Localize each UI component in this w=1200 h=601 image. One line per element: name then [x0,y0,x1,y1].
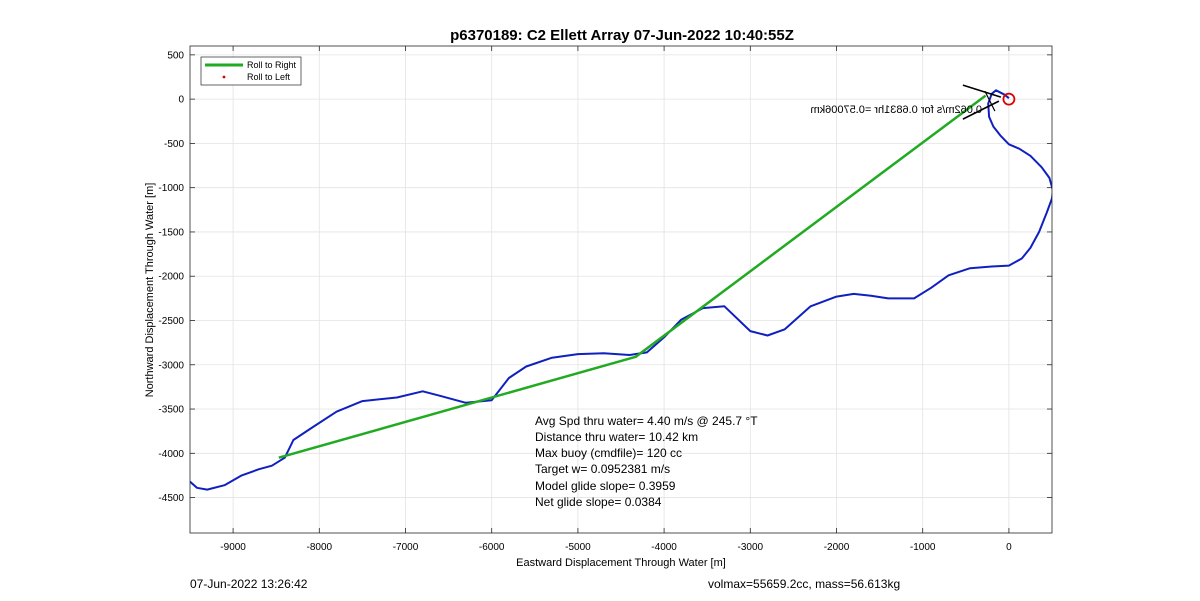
stat-net-glide: Net glide slope= 0.0384 [535,495,662,509]
x-tick-label: -3000 [738,542,764,553]
x-axis-label: Eastward Displacement Through Water [m] [516,557,726,569]
y-tick-label: -500 [164,139,184,150]
stat-target-w: Target w= 0.0952381 m/s [535,462,670,476]
footer-vol-mass: volmax=55659.2cc, mass=56.613kg [708,577,900,591]
x-tick-label: -2000 [824,542,850,553]
legend: Roll to Right Roll to Left [200,56,302,86]
series-roll-right-line [278,94,987,459]
arrow-line [984,90,996,112]
series-trajectory-line [190,89,1052,491]
y-tick-label: -2000 [158,272,184,283]
y-axis-label: Northward Displacement Through Water [m] [144,183,156,398]
legend-box [200,56,302,86]
marker-layer [962,84,1016,120]
legend-roll-right-label: Roll to Right [247,60,297,70]
stats-block: Avg Spd thru water= 4.40 m/s @ 245.7 °T … [535,414,758,509]
y-tick-label: -1000 [158,183,184,194]
mirrored-annotation: 0.062m/s for 0.6831hr =0.57006km [810,104,982,116]
x-tick-label: -4000 [651,542,677,553]
x-tick-label: 0 [1006,542,1012,553]
arrow-line [962,100,1000,120]
arrow-line [962,84,1002,98]
plot-area [190,46,1052,533]
stat-max-buoy: Max buoy (cmdfile)= 120 cc [535,446,682,460]
footer-timestamp: 07-Jun-2022 13:26:42 [190,577,308,591]
start-marker [1002,92,1016,106]
series-layer [190,89,1052,491]
x-tick-label: -6000 [479,542,505,553]
stat-avg-speed: Avg Spd thru water= 4.40 m/s @ 245.7 °T [535,414,758,428]
stat-distance: Distance thru water= 10.42 km [535,430,698,444]
chart-title: p6370189: C2 Ellett Array 07-Jun-2022 10… [450,27,794,44]
y-tick-label: 0 [178,95,184,106]
y-tick-label: -2500 [158,316,184,327]
plot-frame [189,45,1053,534]
grid [190,46,1052,533]
ticks: -9000 -8000 -7000 -6000 -5000 -4000 -3000 -2000… [158,46,1052,553]
x-tick-label: -7000 [393,542,419,553]
y-tick-label: 500 [167,50,184,61]
x-tick-label: -9000 [220,542,246,553]
x-tick-label: -8000 [307,542,333,553]
y-tick-label: -4500 [158,493,184,504]
y-tick-label: -3500 [158,405,184,416]
x-tick-label: -1000 [910,542,936,553]
x-tick-label: -5000 [565,542,591,553]
stat-model-glide: Model glide slope= 0.3959 [535,479,676,493]
legend-roll-left-swatch [222,75,226,79]
y-tick-label: -4000 [158,449,184,460]
y-tick-label: -3000 [158,360,184,371]
legend-roll-left-label: Roll to Left [247,72,291,82]
y-tick-label: -1500 [158,227,184,238]
